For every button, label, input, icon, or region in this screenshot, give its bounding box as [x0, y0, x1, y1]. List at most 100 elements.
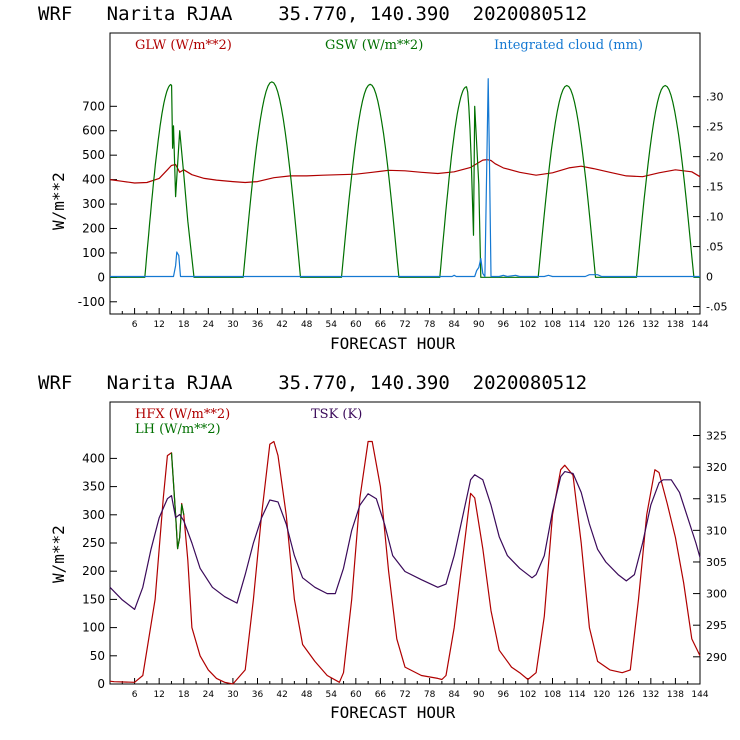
- chart2-ytick-right-label: 290: [706, 651, 727, 664]
- chart1-ytick-label: 700: [82, 99, 105, 113]
- chart1-xtick-label: 48: [301, 320, 313, 330]
- chart2-xtick-label: 96: [498, 690, 510, 700]
- chart2-xtick-label: 42: [276, 690, 287, 700]
- chart2-xtick-label: 90: [473, 690, 485, 700]
- chart1-series-gsw: [110, 81, 700, 278]
- chart2-xtick-label: 24: [203, 690, 215, 700]
- chart1-ytick-right-label: .25: [706, 121, 724, 134]
- chart1-xtick-label: 36: [252, 320, 264, 330]
- chart1-xtick-label: 18: [178, 320, 190, 330]
- chart2-xtick-label: 72: [399, 690, 410, 700]
- chart1-ytick-right-label: .05: [706, 241, 724, 254]
- chart2-legend-lh: LH (W/m**2): [135, 422, 221, 437]
- chart1-ytick-label: -100: [78, 295, 105, 309]
- chart2-ytick-label: 50: [90, 649, 105, 663]
- chart1-xtick-label: 72: [399, 320, 410, 330]
- chart1-ytick-right-label: -.05: [706, 301, 727, 314]
- chart1-ytick-label: 300: [82, 197, 105, 211]
- chart2-xtick-label: 144: [691, 690, 708, 700]
- chart2-ytick-label: 100: [82, 621, 105, 635]
- chart1-series-glw: [109, 159, 701, 184]
- chart2-ytick-label: 150: [82, 592, 105, 606]
- chart2-xtick-label: 108: [544, 690, 561, 700]
- chart1-xtick-label: 54: [326, 320, 338, 330]
- chart2-xtick-label: 18: [178, 690, 190, 700]
- chart2-series-hfx: [109, 440, 701, 685]
- chart2-ytick-right-label: 325: [706, 430, 727, 443]
- chart2-xtick-label: 54: [326, 690, 338, 700]
- chart2-ytick-right-label: 295: [706, 619, 727, 632]
- chart1-legend-glw: GLW (W/m**2): [135, 38, 232, 53]
- chart1-xtick-label: 114: [568, 320, 585, 330]
- chart1-xtick-label: 96: [498, 320, 510, 330]
- chart2-xtick-label: 30: [227, 690, 239, 700]
- chart1-xtick-label: 42: [276, 320, 287, 330]
- chart2-ytick-right-label: 300: [706, 588, 727, 601]
- chart1-xtick-label: 60: [350, 320, 362, 330]
- chart1-xtick-label: 132: [642, 320, 659, 330]
- chart1-xtick-label: 6: [132, 320, 138, 330]
- chart2-ytick-label: 350: [82, 480, 105, 494]
- chart1-xtick-label: 102: [519, 320, 536, 330]
- chart1-xtick-label: 24: [203, 320, 215, 330]
- chart2-ytick-label: 250: [82, 536, 105, 550]
- chart2-plot-frame: [109, 401, 701, 685]
- chart1-ytick-label: 400: [82, 173, 105, 187]
- chart2-ytick-label: 0: [97, 677, 105, 691]
- chart1-ytick-right-label: .20: [706, 151, 724, 164]
- chart1-xtick-label: 12: [153, 320, 164, 330]
- chart1-ytick-label: 600: [82, 124, 105, 138]
- chart2-xtick-label: 120: [593, 690, 610, 700]
- chart1-ytick-label: 0: [97, 270, 105, 284]
- chart1-ytick-label: 100: [82, 246, 105, 260]
- chart2-series-lh: [170, 452, 185, 550]
- chart2-ytick-right-label: 320: [706, 461, 727, 474]
- chart1-ytick-right-label: .10: [706, 211, 724, 224]
- chart2-xtick-label: 114: [568, 690, 585, 700]
- chart2-ytick-right-label: 310: [706, 524, 727, 537]
- chart1-xtick-label: 90: [473, 320, 485, 330]
- chart2-ytick-label: 200: [82, 564, 105, 578]
- chart1-xtick-label: 144: [691, 320, 708, 330]
- chart2-ytick-right-label: 315: [706, 493, 727, 506]
- chart1-plot-frame: [109, 32, 701, 315]
- chart2-xtick-label: 48: [301, 690, 313, 700]
- chart1-legend-gsw: GSW (W/m**2): [325, 38, 423, 53]
- chart1-xtick-label: 120: [593, 320, 610, 330]
- chart2-xtick-label: 36: [252, 690, 264, 700]
- chart2-xtick-label: 78: [424, 690, 436, 700]
- chart1-ytick-right-label: .30: [706, 91, 724, 104]
- chart1-xtick-label: 30: [227, 320, 239, 330]
- chart2-xtick-label: 12: [153, 690, 164, 700]
- chart1-xlabel: FORECAST HOUR: [330, 334, 456, 353]
- chart1-xtick-label: 84: [448, 320, 460, 330]
- chart1-xtick-label: 66: [375, 320, 387, 330]
- chart2-legend-tsk: TSK (K): [311, 407, 362, 422]
- chart1-ytick-right-label: 0: [706, 271, 713, 284]
- chart1-ytick-label: 500: [82, 148, 105, 162]
- chart1-ytick-right-label: .15: [706, 181, 724, 194]
- chart2-xtick-label: 60: [350, 690, 362, 700]
- chart2-ytick-label: 400: [82, 451, 105, 465]
- chart1-legend-cloud: Integrated cloud (mm): [494, 38, 643, 53]
- chart1-title: WRF Narita RJAA 35.770, 140.390 20200805…: [38, 3, 587, 25]
- chart2-ylabel: W/m**2: [49, 525, 68, 583]
- chart1-xtick-label: 138: [667, 320, 684, 330]
- chart2-ytick-label: 300: [82, 508, 105, 522]
- chart2-xtick-label: 132: [642, 690, 659, 700]
- chart2-ytick-right-label: 305: [706, 556, 727, 569]
- chart1-xtick-label: 108: [544, 320, 561, 330]
- chart1-ylabel: W/m**2: [49, 172, 68, 230]
- chart2-xtick-label: 138: [667, 690, 684, 700]
- chart2-xtick-label: 126: [618, 690, 635, 700]
- chart1-series-integrated: [110, 78, 700, 278]
- chart2-xtick-label: 6: [132, 690, 138, 700]
- chart2-xlabel: FORECAST HOUR: [330, 703, 456, 722]
- chart2-xtick-label: 102: [519, 690, 536, 700]
- chart2-legend-hfx: HFX (W/m**2): [135, 407, 230, 422]
- chart1-xtick-label: 78: [424, 320, 436, 330]
- chart2-title: WRF Narita RJAA 35.770, 140.390 20200805…: [38, 372, 587, 394]
- chart2-series-tsk: [109, 471, 701, 610]
- chart1-ytick-label: 200: [82, 221, 105, 235]
